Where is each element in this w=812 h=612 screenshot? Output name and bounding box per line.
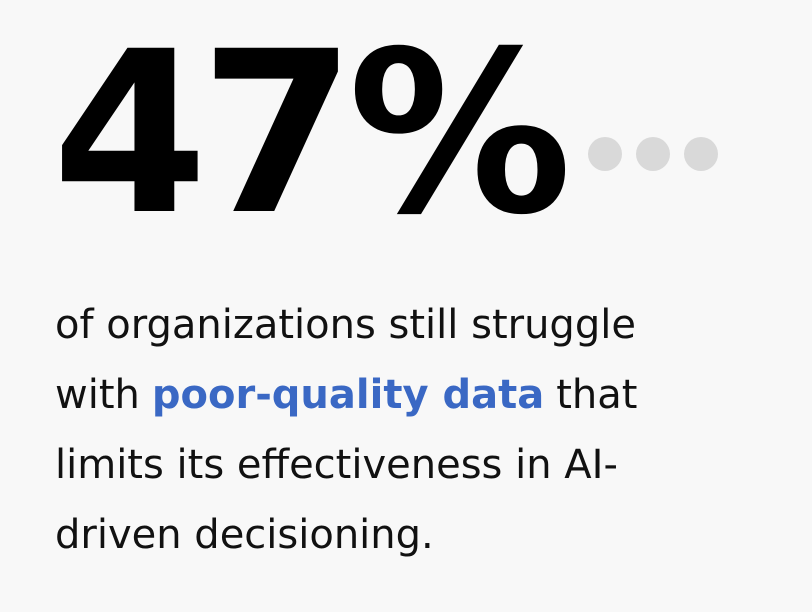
text-line: with poor-quality data that bbox=[55, 360, 637, 430]
dot bbox=[588, 137, 622, 171]
stat-description: of organizations still struggle with poor… bbox=[55, 290, 637, 570]
dot bbox=[684, 137, 718, 171]
text: with bbox=[55, 372, 140, 418]
stat-value: 47% bbox=[52, 3, 572, 264]
text: that bbox=[556, 372, 638, 418]
highlight: poor-quality data bbox=[151, 372, 545, 418]
text-line: limits its effectiveness in AI- bbox=[55, 442, 618, 488]
text-line: of organizations still struggle bbox=[55, 302, 636, 348]
dot bbox=[636, 137, 670, 171]
text-line: driven decisioning. bbox=[55, 512, 434, 558]
